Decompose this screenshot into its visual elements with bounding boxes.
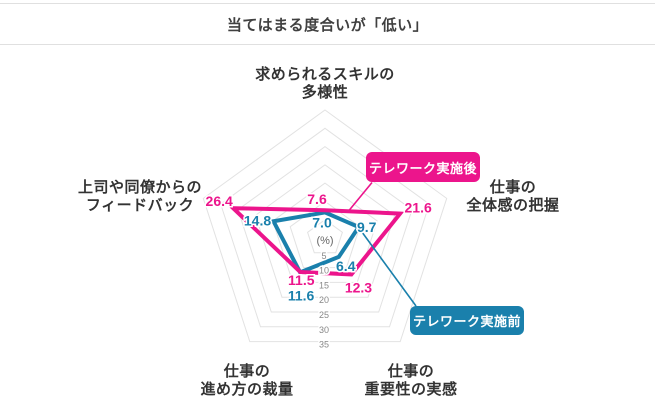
scale-tick-label: 35 <box>319 340 329 350</box>
scale-tick-label: 15 <box>319 280 329 290</box>
axis-label-overall-grasp: 仕事の全体感の把握 <box>465 178 559 214</box>
grid-ring <box>307 219 343 254</box>
scale-tick-label: 25 <box>319 310 329 320</box>
scale-unit-label: (%) <box>316 235 333 247</box>
grid-ring <box>237 145 413 313</box>
value-label-after-overall-grasp: 21.6 <box>405 200 432 216</box>
legend-before-leader-line <box>358 227 417 307</box>
chart-title: 当てはまる度合いが「低い」 <box>226 16 429 34</box>
legend-before-telework: テレワーク実施前 <box>410 306 524 335</box>
legend-after-telework: テレワーク実施後 <box>366 152 480 182</box>
grid-ring <box>220 127 430 328</box>
value-label-before-discretion: 11.6 <box>288 287 315 303</box>
value-label-before-importance-feel: 6.4 <box>336 258 356 274</box>
value-label-after-discretion: 11.5 <box>288 272 315 288</box>
grid-ring <box>202 109 448 343</box>
axis-label-feedback: 上司や同僚からのフィードバック <box>78 178 202 214</box>
scale-tick-label: 10 <box>319 266 329 276</box>
grid-ring <box>289 200 361 269</box>
series-before-polygon <box>270 210 362 275</box>
scale-tick-label: 5 <box>321 251 326 261</box>
chart-title-bar: 当てはまる度合いが「低い」 <box>0 3 655 45</box>
axis-label-discretion: 仕事の進め方の裁量 <box>200 362 293 398</box>
scale-tick-label: 20 <box>319 295 329 305</box>
scale-tick-label: 30 <box>319 325 329 335</box>
value-label-before-feedback: 14.8 <box>244 212 271 228</box>
legend-after-leader-line <box>348 181 373 212</box>
value-label-after-skill-diversity: 7.6 <box>307 191 327 207</box>
axis-label-importance-feel: 仕事の重要性の実感 <box>364 362 457 398</box>
value-label-after-importance-feel: 12.3 <box>345 279 372 295</box>
grid-ring <box>272 182 378 283</box>
series-after-polygon <box>228 206 405 277</box>
axis-label-skill-diversity: 求められるスキルの多様性 <box>255 65 395 101</box>
value-label-before-skill-diversity: 7.0 <box>312 214 332 230</box>
value-label-after-feedback: 26.4 <box>206 193 233 209</box>
value-label-before-overall-grasp: 9.7 <box>357 219 377 235</box>
